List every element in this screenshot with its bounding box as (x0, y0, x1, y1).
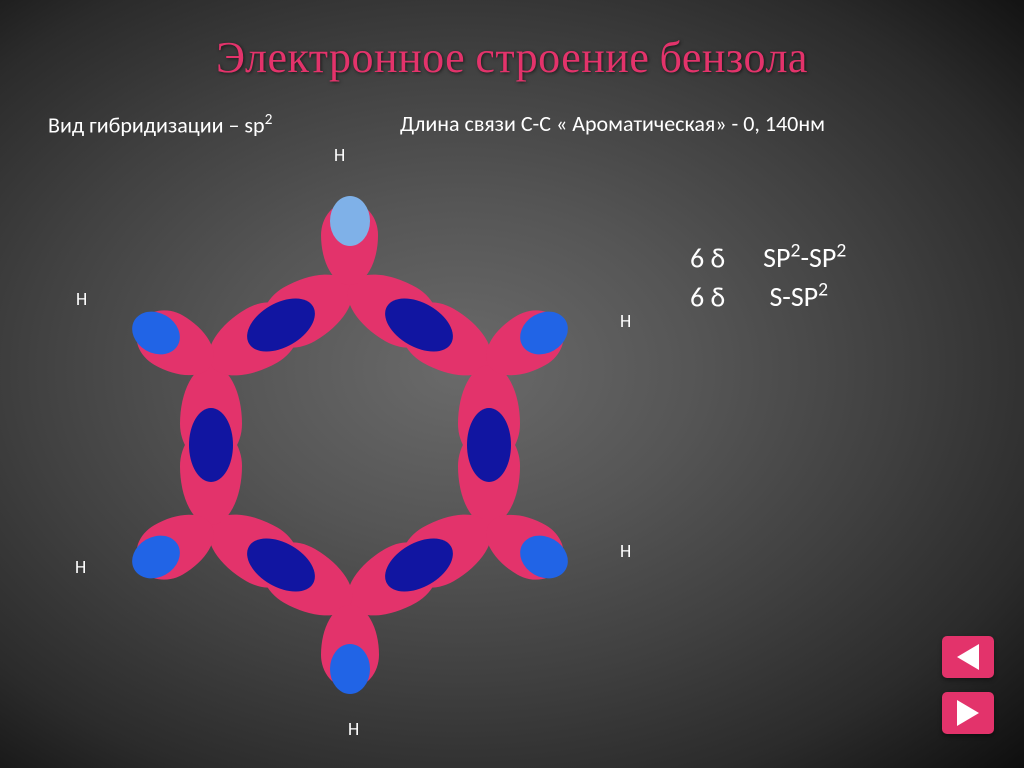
page-title: Электронное строение бензола (0, 32, 1024, 83)
bond-count-1: 6 δ (690, 240, 725, 275)
prev-button[interactable] (942, 636, 994, 678)
triangle-left-icon (957, 644, 979, 670)
bond-summary: 6 δ SP2-SP2 6 δ S-SP2 (690, 238, 846, 316)
subtitle-bondlength: Длина связи С-С « Ароматическая» - 0, 14… (400, 110, 825, 137)
orbital-oval (330, 196, 370, 246)
hydrogen-label: H (620, 540, 631, 562)
orbital-oval (467, 408, 511, 482)
subtitle-hybridization: Вид гибридизации – sp2 (48, 110, 272, 138)
hydrogen-label: H (620, 310, 631, 332)
bond-type-2: S-SP2 (770, 279, 829, 314)
bond-count-2: 6 δ (690, 279, 725, 314)
hydrogen-label: H (334, 144, 345, 166)
next-button[interactable] (942, 692, 994, 734)
orbital-oval (330, 644, 370, 694)
hydrogen-label: H (76, 288, 87, 310)
hydrogen-label: H (348, 718, 359, 740)
hydrogen-label: H (75, 556, 86, 578)
bond-type-1: SP2-SP2 (763, 240, 846, 275)
triangle-right-icon (957, 700, 979, 726)
